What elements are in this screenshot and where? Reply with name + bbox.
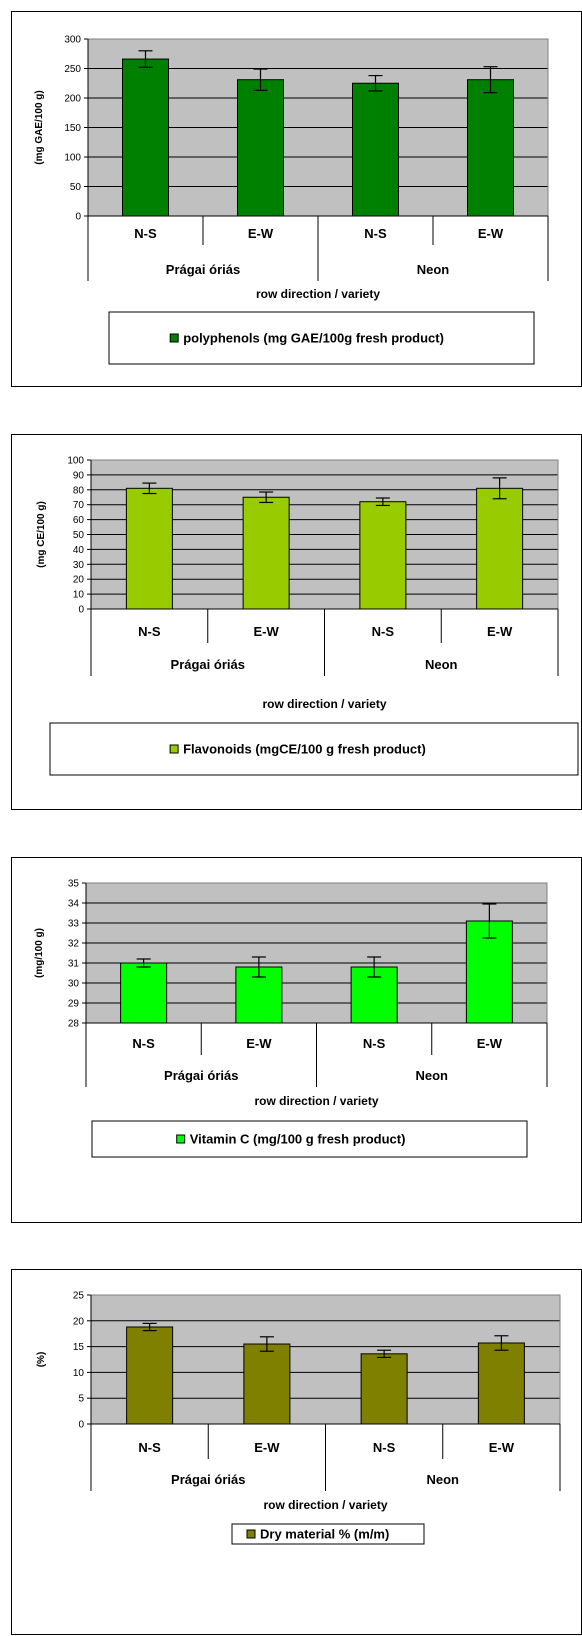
bar [467, 79, 514, 217]
y-tick-label: 5 [78, 1394, 84, 1405]
bar [125, 487, 173, 610]
y-tick-label: 28 [68, 1019, 80, 1030]
group-label: Neon [416, 1068, 449, 1083]
bar [237, 79, 284, 217]
y-tick-label: 15 [73, 1342, 85, 1353]
y-axis-title: (mg CE/100 g) [36, 501, 47, 568]
y-tick-label: 29 [68, 999, 80, 1010]
y-tick-label: 80 [73, 485, 85, 496]
bar [243, 1343, 291, 1425]
chart-polyphenols: 0 50 100 150 200 250 300 N-S E-W N-S E-W Prágai óri… [34, 35, 549, 365]
y-tick-label: 90 [73, 470, 85, 481]
group-label: Neon [427, 1472, 460, 1487]
bar [477, 1342, 525, 1425]
bar [242, 496, 290, 610]
legend-swatch [169, 744, 179, 754]
y-tick-label: 0 [78, 1420, 84, 1431]
y-tick-label: 20 [73, 575, 85, 586]
y-tick-label: 0 [75, 212, 81, 223]
y-tick-label: 200 [64, 94, 81, 105]
group-label: Prágai óriás [166, 262, 240, 277]
y-axis-title: (mg GAE/100 g) [34, 90, 45, 164]
category-label: E-W [478, 226, 504, 241]
y-tick-label: 25 [73, 1291, 85, 1302]
chart-flavonoids: 0 10 20 30 40 50 60 70 80 90 100 N-S E-W N-S E-W Prágai… [36, 456, 579, 776]
y-tick-label: 30 [68, 979, 80, 990]
y-tick-label: 35 [68, 879, 80, 890]
category-label: N-S [134, 226, 157, 241]
y-tick-label: 300 [64, 35, 81, 46]
y-tick-label: 0 [78, 605, 84, 616]
y-tick-label: 20 [73, 1316, 85, 1327]
group-label: Prágai óriás [171, 657, 245, 672]
x-axis-title: row direction / variety [262, 697, 386, 711]
category-label: N-S [363, 1036, 386, 1051]
category-label: N-S [373, 1440, 396, 1455]
category-label: E-W [253, 624, 279, 639]
category-label: N-S [372, 624, 395, 639]
group-label: Neon [417, 262, 450, 277]
y-tick-label: 34 [68, 899, 80, 910]
category-label: E-W [477, 1036, 503, 1051]
category-label: E-W [246, 1036, 272, 1051]
chart-vitamin-c: 28 29 30 31 32 33 34 35 N-S E-W N-S E-W Prágai óriás… [34, 879, 548, 1158]
bar [122, 58, 169, 217]
bar [360, 1353, 408, 1425]
y-tick-label: 60 [73, 515, 85, 526]
chart-panel-polyphenols: 0 50 100 150 200 250 300 N-S E-W N-S E-W Prágai óri… [11, 11, 582, 387]
legend-swatch [246, 1529, 256, 1539]
category-label: E-W [487, 624, 513, 639]
chart-panel-dry-material: 0 5 10 15 20 25 N-S E-W N-S E-W Prágai óriás Neon ro… [11, 1269, 582, 1635]
legend-label: polyphenols (mg GAE/100g fresh product) [183, 331, 444, 346]
y-tick-label: 50 [70, 182, 82, 193]
legend-box [49, 722, 579, 776]
category-label: E-W [489, 1440, 515, 1455]
legend-box [231, 1523, 425, 1545]
chart-panel-flavonoids: 0 10 20 30 40 50 60 70 80 90 100 N-S E-W N-S E-W Prágai… [11, 434, 582, 810]
y-tick-label: 70 [73, 500, 85, 511]
bar [120, 962, 168, 1024]
x-axis-title: row direction / variety [263, 1498, 387, 1512]
y-tick-label: 10 [73, 1368, 85, 1379]
x-axis-title: row direction / variety [256, 287, 380, 301]
legend-label: Flavonoids (mgCE/100 g fresh product) [183, 742, 426, 757]
y-tick-label: 31 [68, 959, 80, 970]
category-label: N-S [364, 226, 387, 241]
legend-box [108, 311, 535, 365]
y-tick-label: 10 [73, 590, 85, 601]
legend-box [91, 1120, 528, 1158]
y-tick-label: 32 [68, 939, 80, 950]
bar [476, 487, 524, 610]
y-tick-label: 100 [67, 456, 84, 467]
chart-dry-material: 0 5 10 15 20 25 N-S E-W N-S E-W Prágai óriás Neon ro… [36, 1291, 561, 1545]
group-label: Prágai óriás [164, 1068, 238, 1083]
category-label: E-W [254, 1440, 280, 1455]
group-label: Neon [425, 657, 458, 672]
y-tick-label: 150 [64, 123, 81, 134]
category-label: E-W [248, 226, 274, 241]
group-label: Prágai óriás [171, 1472, 245, 1487]
y-tick-label: 33 [68, 919, 80, 930]
bar [126, 1326, 174, 1425]
y-axis-title: (mg/100 g) [34, 928, 45, 978]
category-label: N-S [138, 1440, 161, 1455]
x-axis-title: row direction / variety [254, 1094, 378, 1108]
bar [359, 501, 407, 610]
y-axis-title: (%) [36, 1352, 47, 1368]
category-label: N-S [138, 624, 161, 639]
chart-panel-vitamin-c: 28 29 30 31 32 33 34 35 N-S E-W N-S E-W Prágai óriás… [11, 857, 582, 1223]
legend-label: Dry material % (m/m) [260, 1527, 389, 1542]
legend-label: Vitamin C (mg/100 g fresh product) [190, 1132, 406, 1147]
bar [352, 82, 399, 217]
legend-swatch [169, 333, 179, 343]
y-tick-label: 40 [73, 545, 85, 556]
y-tick-label: 50 [73, 530, 85, 541]
y-tick-label: 30 [73, 560, 85, 571]
legend-swatch [176, 1134, 186, 1144]
category-label: N-S [132, 1036, 155, 1051]
y-tick-label: 100 [64, 153, 81, 164]
y-tick-label: 250 [64, 64, 81, 75]
